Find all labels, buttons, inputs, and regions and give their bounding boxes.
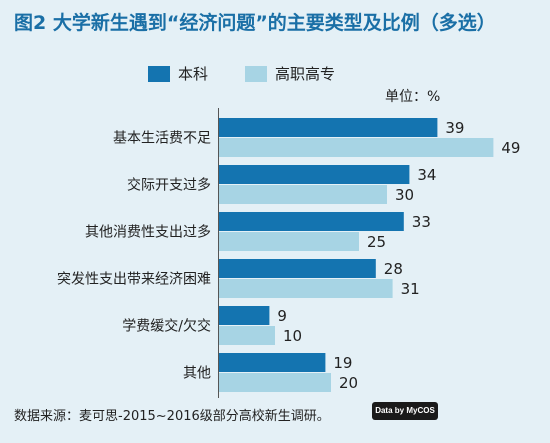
bar-value-label: 9	[277, 307, 287, 325]
bar	[219, 185, 387, 204]
legend-swatch-gaozhi	[245, 65, 267, 82]
bar-value-label: 33	[412, 213, 431, 231]
bar	[219, 306, 270, 325]
category-label: 突发性支出带来经济困难	[57, 272, 211, 288]
legend-item-benke: 本科	[148, 63, 208, 84]
bar	[219, 259, 376, 278]
bar	[219, 165, 410, 184]
category-label: 其他	[183, 366, 211, 382]
category-label: 基本生活费不足	[113, 130, 211, 147]
chart-title: 图2 大学新生遇到“经济问题”的主要类型及比例（多选）	[14, 12, 496, 34]
bar	[219, 373, 331, 392]
bar-value-label: 39	[445, 119, 464, 137]
bar	[219, 118, 438, 137]
bar	[219, 212, 404, 231]
unit-label: 单位：%	[385, 89, 441, 105]
legend-swatch-benke	[148, 65, 170, 82]
bar-value-label: 30	[395, 186, 414, 204]
category-label: 学费缓交/欠交	[122, 318, 211, 335]
bar	[219, 353, 326, 372]
category-label: 其他消费性支出过多	[85, 224, 211, 241]
bar-value-label: 34	[417, 166, 436, 184]
bar-value-label: 49	[501, 139, 520, 157]
bar-value-label: 19	[333, 354, 352, 372]
mycos-logo: Data by MyCOS	[372, 402, 438, 420]
legend-label-benke: 本科	[178, 65, 209, 83]
legend-label-gaozhi: 高职高专	[275, 65, 336, 83]
bar-value-label: 31	[401, 280, 420, 298]
bar-value-label: 20	[339, 374, 358, 392]
bar	[219, 232, 359, 251]
legend-item-gaozhi: 高职高专	[245, 63, 335, 84]
source-note: 数据来源：麦可思-2015~2016级部分高校新生调研。	[14, 409, 330, 424]
bar-value-label: 25	[367, 233, 386, 251]
category-label: 交际开支过多	[127, 177, 211, 194]
bar	[219, 326, 275, 345]
bar-value-label: 10	[283, 327, 302, 345]
bar-value-label: 28	[384, 260, 403, 278]
bar	[219, 138, 494, 157]
category-axis-line	[218, 108, 219, 398]
bar	[219, 279, 393, 298]
